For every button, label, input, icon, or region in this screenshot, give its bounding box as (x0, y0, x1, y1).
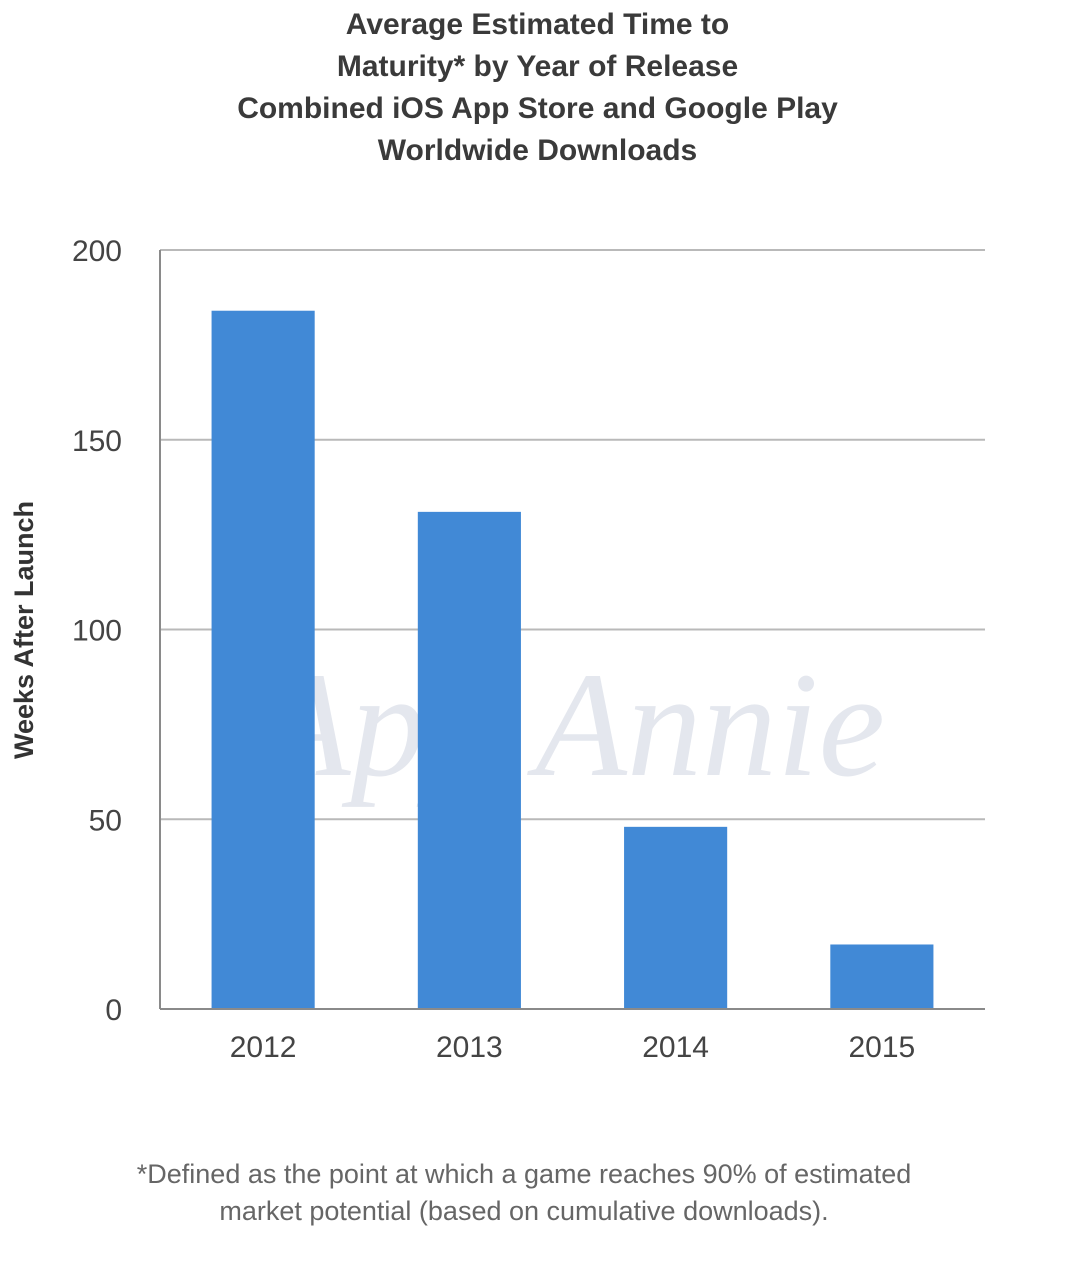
footnote-line-1: *Defined as the point at which a game re… (136, 1159, 912, 1189)
bar-2015 (830, 944, 934, 1009)
y-tick-label: 0 (105, 994, 122, 1027)
y-axis-label: Weeks After Launch (9, 501, 39, 759)
y-tick-label: 50 (89, 804, 122, 837)
x-tick-label: 2015 (849, 1031, 916, 1064)
chart-title-line-1: Average Estimated Time to (345, 8, 730, 41)
chart-title-line-2: Maturity* by Year of Release (336, 50, 739, 83)
axes: 0 50 100 150 200 2012 2013 2014 2015 (72, 235, 985, 1064)
x-tick-label: 2014 (642, 1031, 709, 1064)
chart-title: Average Estimated Time to Maturity* by Y… (0, 4, 1075, 172)
x-tick-label: 2012 (230, 1031, 297, 1064)
bar-chart: App Annie 0 50 100 150 200 2012 2013 2014 2015 W… (9, 235, 985, 1064)
footnote-line-2: market potential (based on cumulative do… (219, 1196, 829, 1226)
bar-2014 (624, 826, 728, 1009)
watermark-logo: App Annie (250, 642, 885, 808)
chart-title-line-4: Worldwide Downloads (377, 134, 698, 167)
bars (211, 310, 934, 1010)
y-tick-label: 100 (72, 615, 122, 648)
y-tick-label: 150 (72, 425, 122, 458)
bar-2012 (211, 310, 315, 1010)
bar-2013 (417, 511, 521, 1009)
footnote: *Defined as the point at which a game re… (0, 1156, 1048, 1230)
x-tick-label: 2013 (436, 1031, 503, 1064)
y-tick-label: 200 (72, 235, 122, 268)
chart-title-line-3: Combined iOS App Store and Google Play (237, 92, 838, 125)
